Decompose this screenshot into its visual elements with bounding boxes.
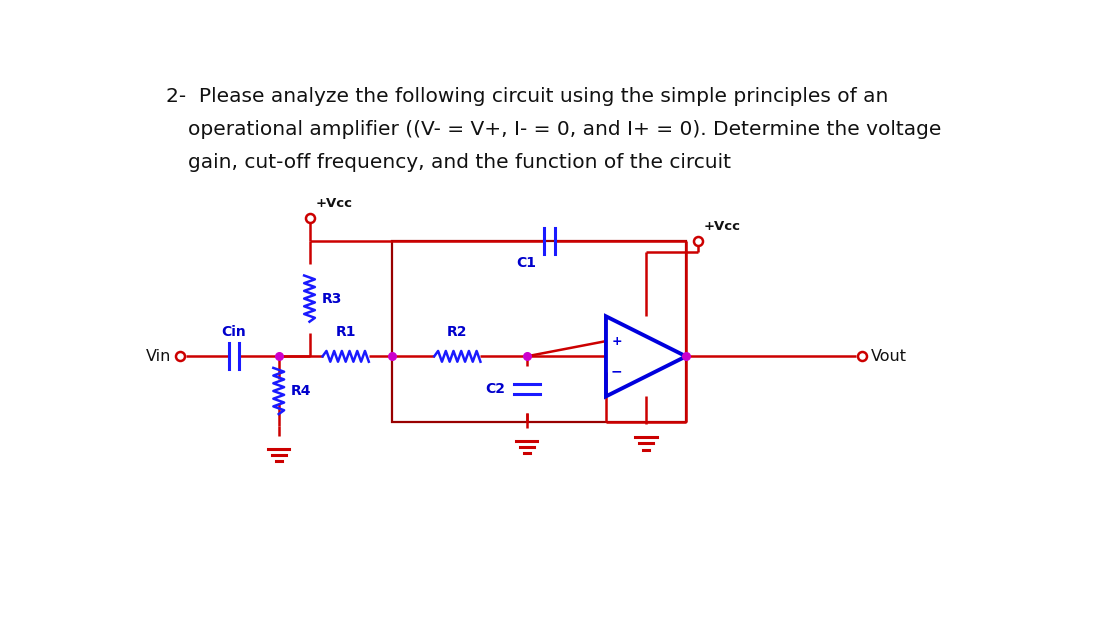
Text: R4: R4 (291, 384, 311, 398)
Text: R2: R2 (447, 325, 468, 340)
Text: C2: C2 (486, 382, 506, 396)
Text: Vout: Vout (871, 349, 907, 364)
Bar (392, 241, 685, 422)
Text: −: − (611, 365, 622, 379)
Text: 2-  Please analyze the following circuit using the simple principles of an: 2- Please analyze the following circuit … (167, 87, 889, 106)
Text: Vin: Vin (146, 349, 171, 364)
Text: operational amplifier ((V- = V+, I- = 0, and I+ = 0). Determine the voltage: operational amplifier ((V- = V+, I- = 0,… (188, 120, 941, 139)
Text: +Vcc: +Vcc (316, 197, 352, 210)
Text: +Vcc: +Vcc (703, 220, 741, 233)
Text: R1: R1 (336, 325, 356, 340)
Text: gain, cut-off frequency, and the function of the circuit: gain, cut-off frequency, and the functio… (188, 153, 731, 172)
Text: Cin: Cin (222, 325, 247, 340)
Text: C1: C1 (517, 256, 537, 270)
Text: R3: R3 (322, 292, 342, 306)
Text: +: + (611, 335, 622, 348)
